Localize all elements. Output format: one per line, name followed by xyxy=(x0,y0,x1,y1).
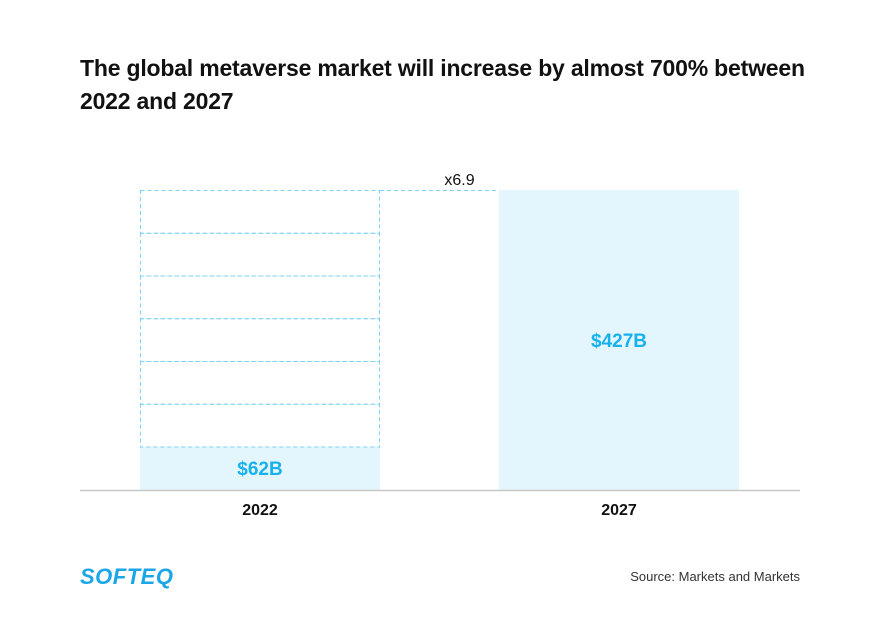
category-label-2022: 2022 xyxy=(242,502,278,519)
ghost-segment xyxy=(140,190,380,234)
value-label-2022: $62B xyxy=(237,459,282,480)
chart-title: The global metaverse market will increas… xyxy=(80,55,805,114)
ghost-segment xyxy=(140,318,380,362)
multiplier-annotation: x6.9 xyxy=(444,172,474,189)
ghost-segment xyxy=(140,275,380,320)
source-note: Source: Markets and Markets xyxy=(630,569,800,584)
ghost-segment xyxy=(140,360,380,405)
bar-2022 xyxy=(140,446,380,490)
category-label-2027: 2027 xyxy=(601,502,637,519)
bar-2027 xyxy=(499,190,739,490)
softeq-logo: SOFTEQ xyxy=(80,564,174,589)
ghost-segment xyxy=(140,232,380,277)
ghost-segment xyxy=(140,403,380,448)
value-label-2027: $427B xyxy=(591,331,647,352)
